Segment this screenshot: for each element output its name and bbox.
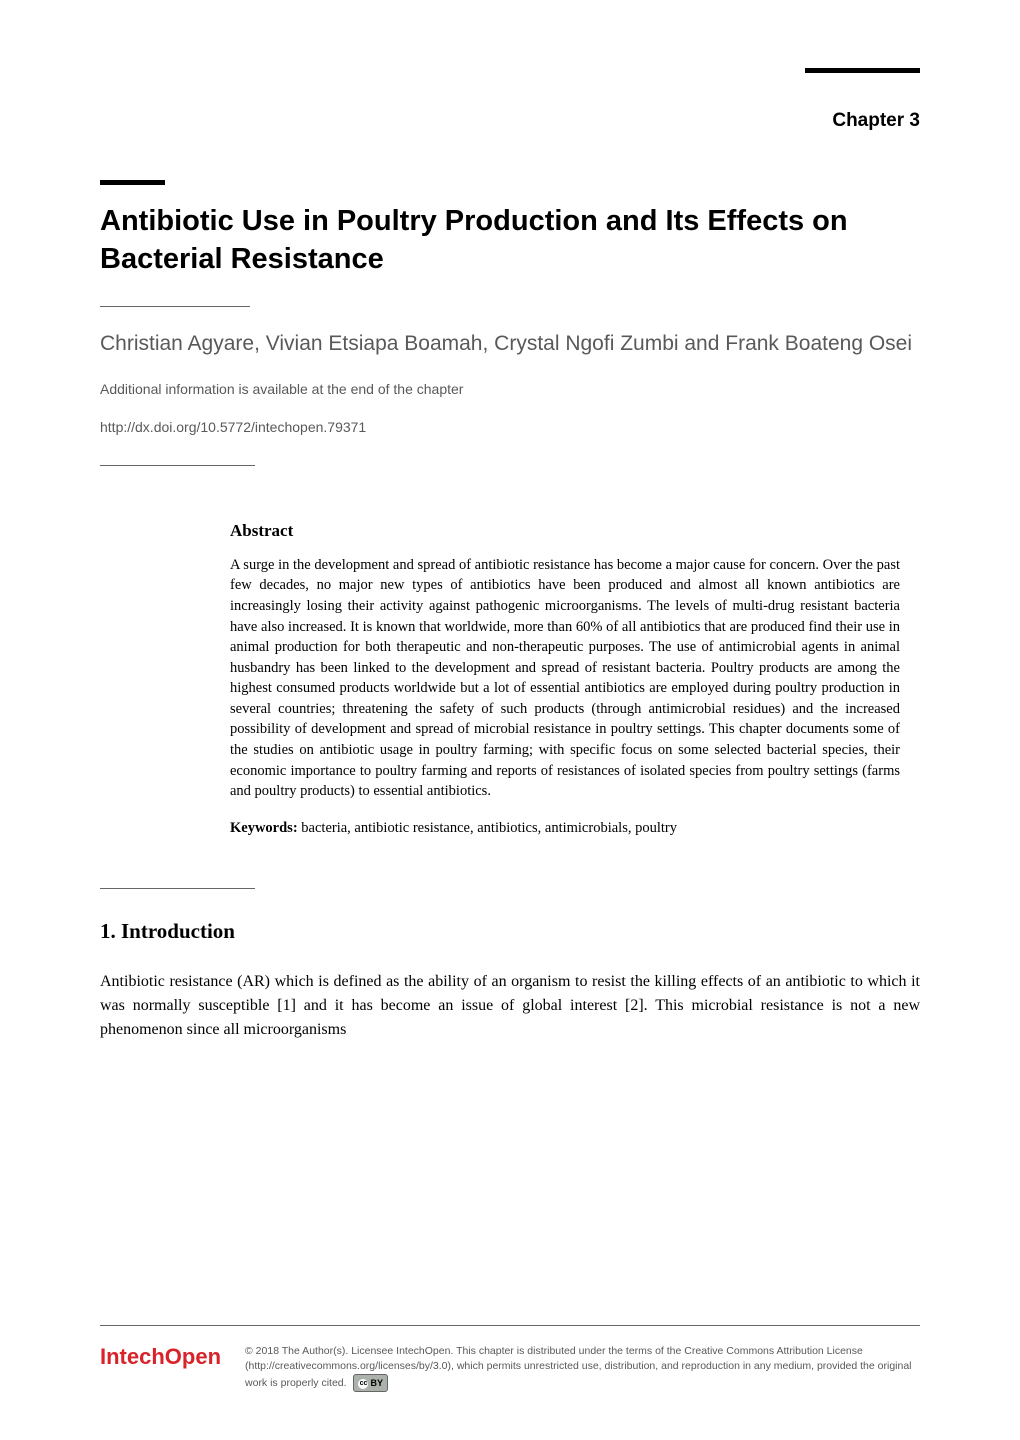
author-names: Christian Agyare, Vivian Etsiapa Boamah,…: [100, 329, 920, 358]
additional-info-text: Additional information is available at t…: [100, 381, 920, 397]
abstract-body: A surge in the development and spread of…: [230, 555, 900, 802]
cc-icon: cc: [358, 1379, 368, 1389]
publisher-logo: IntechOpen: [100, 1344, 221, 1370]
doi-link: http://dx.doi.org/10.5772/intechopen.793…: [100, 419, 920, 435]
body-paragraph: Antibiotic resistance (AR) which is defi…: [100, 970, 920, 1042]
keywords-line: Keywords: bacteria, antibiotic resistanc…: [230, 818, 900, 838]
license-text: © 2018 The Author(s). Licensee IntechOpe…: [245, 1344, 920, 1392]
footer-content: IntechOpen © 2018 The Author(s). License…: [100, 1344, 920, 1392]
abstract-heading: Abstract: [230, 521, 900, 541]
keywords-label: Keywords:: [230, 820, 298, 836]
top-corner-rule: [805, 68, 920, 73]
title-rule: [100, 180, 165, 185]
author-rule: [100, 306, 250, 307]
license-body: © 2018 The Author(s). Licensee IntechOpe…: [245, 1345, 912, 1388]
section-rule: [100, 888, 255, 889]
chapter-title: Antibiotic Use in Poultry Production and…: [100, 203, 920, 278]
footer-rule: [100, 1325, 920, 1326]
cc-badge-icon: cc BY: [353, 1374, 388, 1392]
footer: IntechOpen © 2018 The Author(s). License…: [100, 1325, 920, 1392]
section-heading: 1. Introduction: [100, 919, 920, 944]
abstract-section: Abstract A surge in the development and …: [100, 521, 920, 838]
chapter-number: Chapter 3: [100, 110, 920, 132]
keywords-text: bacteria, antibiotic resistance, antibio…: [298, 820, 677, 836]
doi-rule: [100, 465, 255, 466]
cc-by-label: BY: [370, 1377, 383, 1390]
